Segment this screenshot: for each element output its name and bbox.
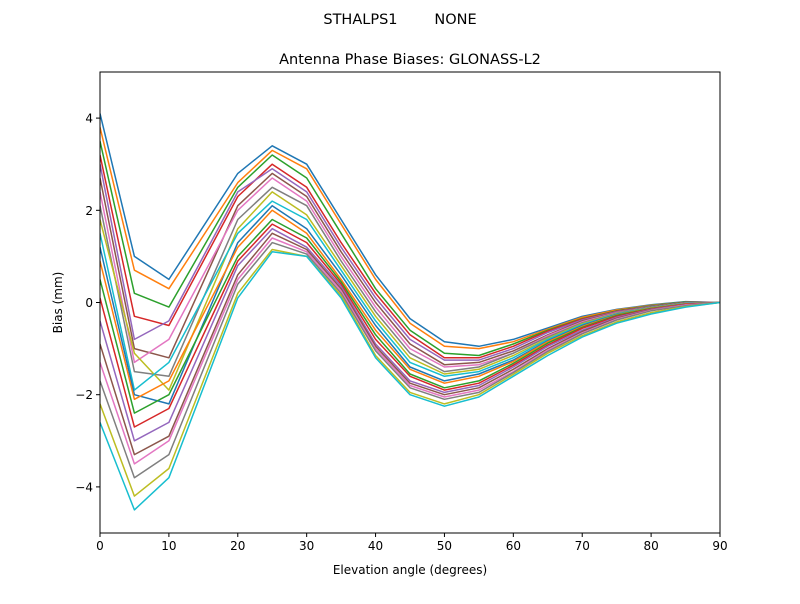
x-tick-label: 30 <box>299 539 314 553</box>
series-line-4 <box>100 154 720 359</box>
series-line-19 <box>100 248 720 497</box>
x-axis-label: Elevation angle (degrees) <box>333 563 487 577</box>
x-tick-label: 90 <box>712 539 727 553</box>
series-line-18 <box>100 241 720 479</box>
x-tick-label: 20 <box>230 539 245 553</box>
series-lines <box>100 113 720 511</box>
x-tick-label: 60 <box>506 539 521 553</box>
x-tick-label: 80 <box>643 539 658 553</box>
x-axis: 0 10 20 30 40 50 60 70 80 90 <box>96 533 728 553</box>
plot-frame <box>99 71 721 534</box>
chart-title: Antenna Phase Biases: GLONASS-L2 <box>279 52 541 68</box>
x-tick-label: 0 <box>96 539 104 553</box>
x-tick-label: 50 <box>437 539 452 553</box>
series-line-17 <box>100 237 720 465</box>
series-line-20 <box>100 251 720 511</box>
y-tick-label: 2 <box>85 204 93 218</box>
y-tick-label: −4 <box>75 480 93 494</box>
y-tick-label: −2 <box>75 388 93 402</box>
x-tick-label: 70 <box>575 539 590 553</box>
series-line-16 <box>100 232 720 456</box>
series-line-9 <box>100 191 720 391</box>
series-line-13 <box>100 218 720 414</box>
y-axis: −4 −2 0 2 4 <box>75 112 100 494</box>
series-line-14 <box>100 223 720 428</box>
x-tick-label: 40 <box>368 539 383 553</box>
x-tick-label: 10 <box>161 539 176 553</box>
y-tick-label: 0 <box>85 296 93 310</box>
y-axis-label: Bias (mm) <box>51 272 65 334</box>
series-line-15 <box>100 227 720 442</box>
y-tick-label: 4 <box>85 112 93 126</box>
chart-suptitle: STHALPS1 NONE <box>323 12 476 28</box>
series-line-6 <box>100 172 720 366</box>
series-line-2 <box>100 127 720 350</box>
